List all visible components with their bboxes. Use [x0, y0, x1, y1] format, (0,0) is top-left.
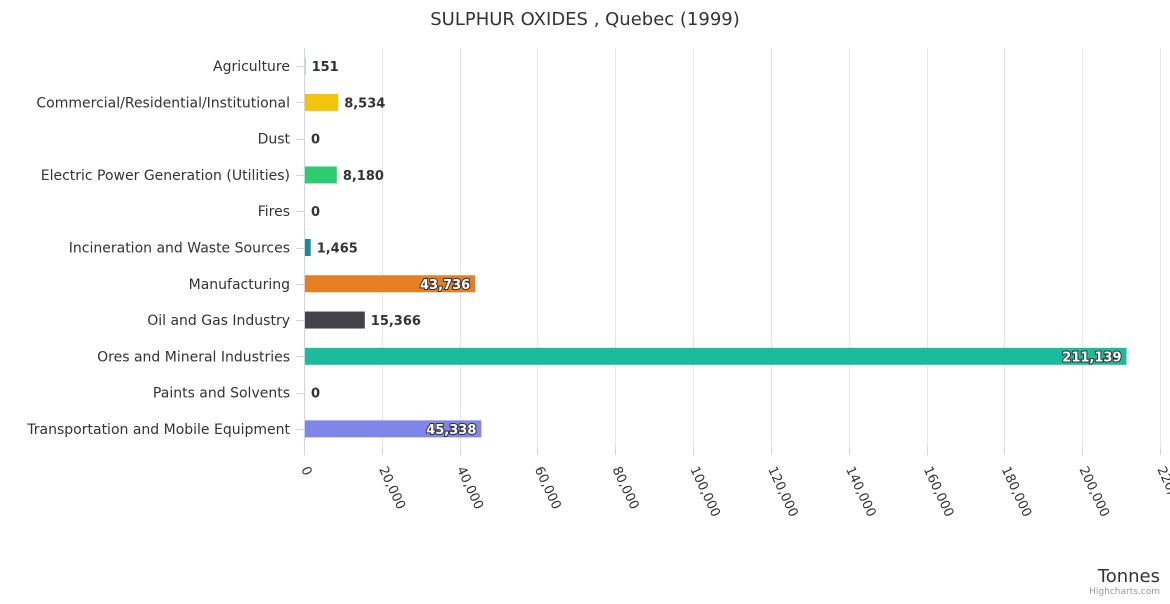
category-label: Oil and Gas Industry: [147, 313, 290, 329]
category-label: Ores and Mineral Industries: [97, 349, 290, 365]
bar[interactable]: [305, 275, 476, 293]
bar[interactable]: [305, 347, 1127, 365]
data-label: 211,139: [1062, 350, 1121, 365]
category-label: Dust: [258, 132, 291, 148]
value-axis-title: Tonnes: [1097, 566, 1160, 587]
bar[interactable]: [305, 166, 337, 184]
credits-label[interactable]: Highcharts.com: [1089, 587, 1160, 597]
data-label: 45,338: [426, 423, 476, 438]
data-label: 0: [311, 205, 320, 220]
category-label: Agriculture: [213, 59, 290, 75]
category-label: Commercial/Residential/Institutional: [36, 95, 290, 111]
data-label: 15,366: [371, 314, 421, 329]
data-labels: 151 8,534 0 8,180 0 1,465 43,736 15,366 211,139 0…: [311, 60, 1123, 439]
bar[interactable]: [305, 311, 365, 329]
data-label: 0: [311, 387, 320, 402]
gridlines: [382, 48, 1161, 447]
category-label: Transportation and Mobile Equipment: [26, 422, 290, 438]
category-label: Fires: [258, 204, 290, 220]
data-label: 1,465: [317, 242, 358, 257]
data-label: 8,534: [344, 96, 385, 111]
bars: [305, 57, 1127, 438]
data-label: 8,180: [343, 169, 384, 184]
data-label: 0: [311, 133, 320, 148]
category-label: Electric Power Generation (Utilities): [41, 168, 290, 184]
category-label: Incineration and Waste Sources: [69, 241, 290, 257]
category-label: Paints and Solvents: [153, 386, 290, 402]
category-label: Manufacturing: [189, 277, 290, 293]
data-label: 43,736: [420, 278, 470, 293]
bar[interactable]: [305, 93, 339, 111]
data-label: 151: [312, 60, 339, 75]
bar[interactable]: [305, 239, 311, 256]
chart-title: SULPHUR OXIDES , Quebec (1999): [430, 9, 740, 30]
bar[interactable]: [305, 420, 482, 438]
bar[interactable]: [305, 57, 306, 75]
